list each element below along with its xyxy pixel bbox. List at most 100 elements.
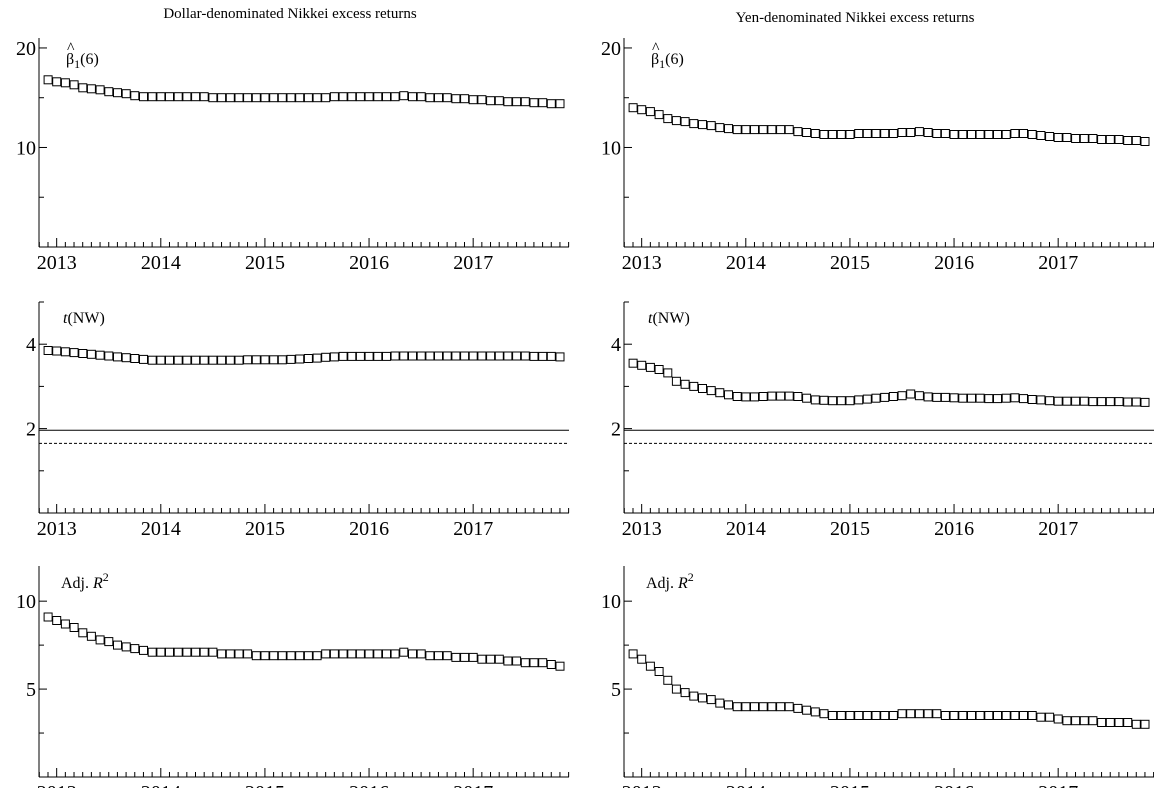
x-tick-label: 2013 bbox=[622, 518, 662, 540]
x-tick-label: 2013 bbox=[37, 252, 77, 274]
data-point bbox=[1027, 395, 1037, 404]
data-point bbox=[147, 355, 157, 365]
data-point bbox=[529, 98, 539, 108]
data-point bbox=[191, 647, 201, 657]
data-point bbox=[86, 84, 96, 94]
data-point bbox=[43, 612, 53, 622]
data-point bbox=[373, 92, 383, 102]
y-tick-label: 5 bbox=[26, 679, 36, 701]
data-point bbox=[139, 354, 148, 364]
data-point bbox=[654, 110, 664, 120]
data-point bbox=[165, 92, 174, 102]
x-tick-label: 2016 bbox=[349, 782, 389, 788]
data-point bbox=[628, 103, 638, 113]
data-point bbox=[416, 649, 426, 659]
data-point bbox=[425, 351, 435, 361]
data-point bbox=[741, 702, 751, 712]
data-point bbox=[732, 702, 742, 712]
data-point bbox=[1140, 397, 1150, 407]
data-point bbox=[468, 351, 478, 361]
data-point bbox=[819, 130, 829, 139]
data-point bbox=[975, 711, 985, 720]
data-point bbox=[217, 355, 227, 365]
data-point bbox=[741, 125, 751, 135]
data-point bbox=[750, 125, 759, 135]
data-point bbox=[1140, 719, 1150, 729]
data-point bbox=[338, 351, 348, 361]
data-point bbox=[260, 93, 270, 103]
data-point bbox=[993, 394, 1002, 404]
data-point bbox=[529, 351, 539, 361]
data-point bbox=[767, 391, 777, 401]
data-point bbox=[486, 96, 496, 106]
data-point bbox=[1123, 397, 1133, 407]
data-point bbox=[399, 647, 409, 657]
x-tick-label: 2014 bbox=[726, 252, 766, 274]
data-point bbox=[86, 631, 96, 641]
x-tick-label: 2016 bbox=[934, 782, 974, 788]
data-point bbox=[494, 96, 504, 106]
data-point bbox=[373, 649, 383, 659]
data-point bbox=[78, 83, 88, 93]
data-point bbox=[637, 360, 647, 370]
data-point bbox=[715, 698, 725, 708]
data-point bbox=[776, 702, 786, 712]
x-tick-label: 2015 bbox=[830, 252, 870, 274]
data-point bbox=[1071, 396, 1081, 406]
data-point bbox=[793, 127, 803, 137]
data-point bbox=[269, 93, 279, 103]
data-point bbox=[1001, 711, 1011, 720]
data-point bbox=[1088, 716, 1098, 726]
data-point bbox=[199, 355, 209, 365]
data-point bbox=[217, 649, 227, 659]
data-point bbox=[234, 355, 244, 365]
data-point bbox=[767, 702, 777, 712]
x-tick-label: 2017 bbox=[453, 518, 493, 540]
data-point bbox=[958, 130, 968, 139]
data-point bbox=[880, 392, 890, 402]
column-title-yen: Yen-denominated Nikkei excess returns bbox=[735, 10, 975, 26]
data-point bbox=[390, 649, 400, 659]
hat-accent: ^ bbox=[652, 40, 660, 57]
data-point bbox=[69, 623, 79, 632]
data-point bbox=[399, 91, 409, 101]
data-point bbox=[182, 92, 192, 102]
data-point bbox=[546, 660, 556, 669]
data-point bbox=[520, 351, 530, 361]
data-point bbox=[845, 396, 855, 406]
data-point bbox=[862, 711, 872, 720]
data-point bbox=[43, 346, 53, 355]
y-tick-label: 20 bbox=[16, 38, 36, 60]
data-point bbox=[1036, 395, 1046, 405]
data-point bbox=[538, 98, 548, 108]
chart-panel-5: 2013 2014 2015 2016 2017 5 10 Adj. R2 bbox=[601, 566, 1154, 788]
data-point bbox=[321, 649, 331, 659]
data-point bbox=[871, 393, 881, 403]
data-point bbox=[628, 358, 638, 368]
data-point bbox=[182, 647, 192, 657]
data-point bbox=[1045, 132, 1055, 141]
data-point bbox=[225, 355, 235, 365]
data-point bbox=[984, 130, 994, 139]
data-point bbox=[139, 645, 148, 655]
data-point bbox=[503, 656, 513, 666]
data-point bbox=[984, 394, 994, 404]
data-point bbox=[520, 658, 530, 668]
data-point bbox=[949, 711, 959, 720]
data-point bbox=[906, 128, 916, 137]
data-point bbox=[382, 649, 391, 659]
data-point bbox=[390, 92, 400, 102]
data-point bbox=[147, 92, 157, 102]
data-point bbox=[312, 93, 322, 103]
data-point bbox=[715, 388, 725, 398]
x-tick-label: 2014 bbox=[141, 782, 181, 788]
x-tick-label: 2014 bbox=[726, 518, 766, 540]
data-point bbox=[914, 391, 924, 401]
data-point bbox=[750, 392, 759, 402]
data-point bbox=[654, 365, 664, 374]
data-point bbox=[1088, 397, 1098, 407]
data-point bbox=[663, 675, 673, 685]
x-tick-label: 2013 bbox=[622, 252, 662, 274]
data-point bbox=[828, 711, 838, 720]
data-point bbox=[854, 395, 864, 405]
